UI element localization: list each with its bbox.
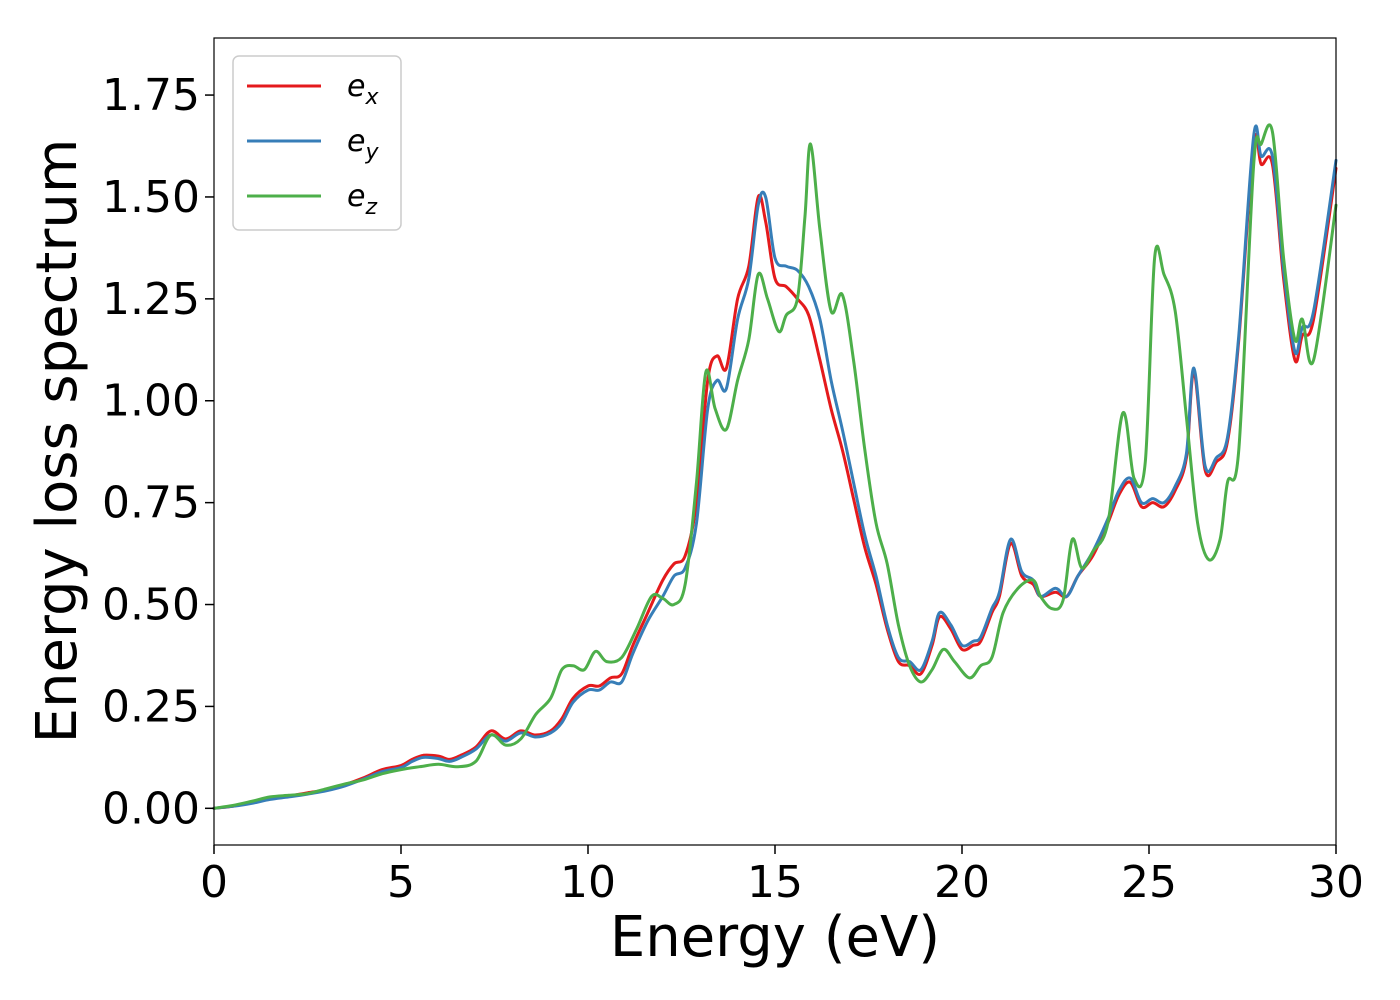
x-tick-label: 20: [934, 857, 990, 908]
legend: ex ey ez: [232, 55, 402, 231]
series-line-y: [212, 124, 1338, 810]
legend-label-x: ex: [347, 69, 379, 110]
x-tick-label: 30: [1308, 857, 1364, 908]
y-tick-label: 1.00: [102, 376, 200, 427]
x-tick-label: 15: [747, 857, 803, 908]
series-layer: [212, 123, 1338, 810]
x-tick-label: 0: [200, 857, 228, 908]
x-tick-label: 5: [387, 857, 415, 908]
y-tick-label: 0.75: [102, 478, 200, 529]
y-tick-label: 0.50: [102, 580, 200, 631]
legend-label-z: ez: [347, 179, 377, 220]
series-line-z: [212, 123, 1338, 810]
x-axis: 0 5 10 15 20 25 30: [200, 845, 1364, 908]
x-tick-label: 10: [560, 857, 616, 908]
y-tick-label: 0.25: [102, 681, 200, 732]
x-axis-title: Energy (eV): [610, 905, 940, 970]
y-tick-label: 1.25: [102, 274, 200, 325]
y-axis: 0.00 0.25 0.50 0.75 1.00 1.25 1.50 1.75: [102, 70, 214, 834]
legend-label-y: ey: [347, 124, 379, 165]
legend-box: [232, 55, 402, 231]
y-tick-label: 0.00: [102, 783, 200, 834]
x-tick-label: 25: [1121, 857, 1177, 908]
y-tick-label: 1.50: [102, 172, 200, 223]
y-tick-label: 1.75: [102, 70, 200, 121]
y-axis-title: Energy loss spectrum: [25, 139, 90, 744]
